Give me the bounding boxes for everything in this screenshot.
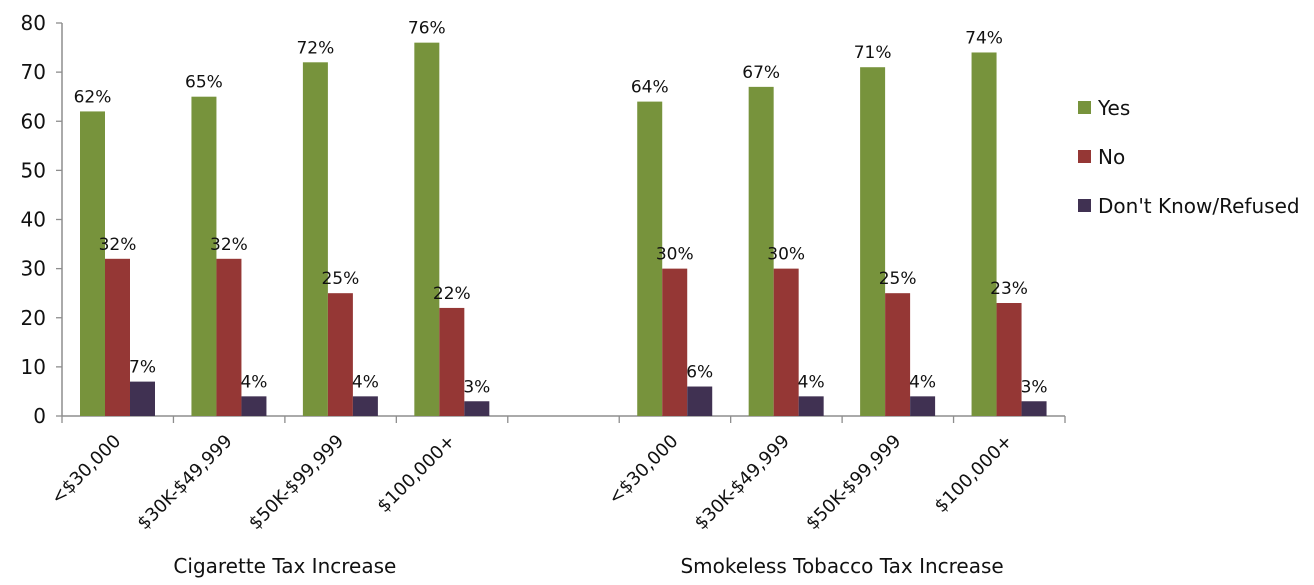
- data-label: 76%: [408, 19, 446, 39]
- y-tick-label: 10: [21, 355, 46, 379]
- bar-cigarette-tax-increase-50k-99-999-yes: [302, 62, 328, 417]
- data-label: 32%: [99, 235, 137, 255]
- bar-smokeless-tobacco-tax-increase-30-000-don-t-know-refused: [687, 386, 713, 416]
- data-label: 4%: [909, 372, 936, 392]
- bar-smokeless-tobacco-tax-increase-30k-49-999-yes: [748, 86, 774, 417]
- x-tick-label: $30K-$49,999: [691, 431, 794, 534]
- data-label: 30%: [656, 245, 694, 265]
- y-tick-label: 40: [21, 208, 46, 232]
- data-label: 3%: [463, 377, 490, 397]
- bar-cigarette-tax-increase-100-000-no: [439, 307, 465, 416]
- bar-smokeless-tobacco-tax-increase-30-000-no: [662, 268, 688, 416]
- bar-smokeless-tobacco-tax-increase-30k-49-999-don-t-know-refused: [798, 396, 824, 416]
- data-label: 65%: [185, 73, 223, 93]
- bar-cigarette-tax-increase-30-000-yes: [80, 111, 105, 417]
- y-tick-label: 20: [21, 306, 46, 330]
- bar-smokeless-tobacco-tax-increase-50k-99-999-yes: [860, 67, 886, 417]
- y-tick-label: 50: [21, 158, 46, 182]
- data-label: 74%: [965, 28, 1003, 48]
- y-tick-label: 0: [33, 404, 46, 428]
- x-tick-label: $100,000+: [931, 431, 1017, 517]
- legend-swatch-don-t-know-refused: [1078, 199, 1091, 212]
- bars-layer: [80, 42, 1047, 417]
- legend-label-don-t-know-refused: Don't Know/Refused: [1098, 194, 1300, 218]
- bar-smokeless-tobacco-tax-increase-50k-99-999-no: [885, 293, 911, 416]
- bar-smokeless-tobacco-tax-increase-100-000-no: [996, 303, 1022, 416]
- bar-smokeless-tobacco-tax-increase-30-000-yes: [637, 101, 663, 416]
- bar-cigarette-tax-increase-30k-49-999-don-t-know-refused: [241, 396, 267, 416]
- bar-cigarette-tax-increase-100-000-don-t-know-refused: [464, 401, 490, 416]
- bar-cigarette-tax-increase-30-000-don-t-know-refused: [130, 381, 155, 416]
- data-label: 23%: [990, 279, 1028, 299]
- y-tick-label: 80: [21, 11, 46, 35]
- data-label: 22%: [433, 284, 471, 304]
- y-tick-label: 70: [21, 60, 46, 84]
- bar-cigarette-tax-increase-100-000-yes: [414, 42, 440, 417]
- data-label: 64%: [631, 78, 669, 98]
- data-label: 25%: [321, 269, 359, 289]
- bar-smokeless-tobacco-tax-increase-100-000-yes: [971, 52, 997, 416]
- data-label: 7%: [129, 358, 156, 378]
- legend-swatch-yes: [1078, 101, 1091, 114]
- legend-swatch-no: [1078, 150, 1091, 163]
- x-tick-label: <$30,000: [604, 431, 682, 509]
- bar-cigarette-tax-increase-30k-49-999-yes: [191, 96, 217, 416]
- data-label: 25%: [879, 269, 917, 289]
- data-label: 4%: [798, 372, 825, 392]
- x-tick-label: $30K-$49,999: [133, 431, 236, 534]
- legend: Yes No Don't Know/Refused: [1078, 96, 1300, 218]
- data-label: 71%: [854, 43, 892, 63]
- group-label-cigarette-tax-increase: Cigarette Tax Increase: [173, 554, 396, 578]
- bar-cigarette-tax-increase-30k-49-999-no: [216, 258, 242, 416]
- data-label: 3%: [1021, 377, 1048, 397]
- x-tick-label: <$30,000: [47, 431, 125, 509]
- data-label: 62%: [74, 87, 112, 107]
- y-tick-label: 60: [21, 109, 46, 133]
- data-label: 72%: [296, 38, 334, 58]
- data-label: 32%: [210, 235, 248, 255]
- bar-smokeless-tobacco-tax-increase-50k-99-999-don-t-know-refused: [910, 396, 936, 416]
- data-label: 4%: [352, 372, 379, 392]
- bar-cigarette-tax-increase-30-000-no: [105, 258, 130, 416]
- bar-cigarette-tax-increase-50k-99-999-no: [327, 293, 353, 416]
- bar-smokeless-tobacco-tax-increase-30k-49-999-no: [773, 268, 799, 416]
- y-tick-label: 30: [21, 257, 46, 281]
- legend-label-no: No: [1098, 145, 1125, 169]
- x-tick-label: $50K-$99,999: [802, 431, 905, 534]
- data-label: 4%: [240, 372, 267, 392]
- x-tick-label: $100,000+: [373, 431, 459, 517]
- data-label: 6%: [686, 363, 713, 383]
- data-label: 67%: [742, 63, 780, 83]
- bar-cigarette-tax-increase-50k-99-999-don-t-know-refused: [352, 396, 378, 416]
- bar-smokeless-tobacco-tax-increase-100-000-don-t-know-refused: [1021, 401, 1047, 416]
- group-label-smokeless-tobacco-tax-increase: Smokeless Tobacco Tax Increase: [680, 554, 1003, 578]
- x-tick-label: $50K-$99,999: [245, 431, 348, 534]
- legend-label-yes: Yes: [1097, 96, 1130, 120]
- data-label: 30%: [767, 245, 805, 265]
